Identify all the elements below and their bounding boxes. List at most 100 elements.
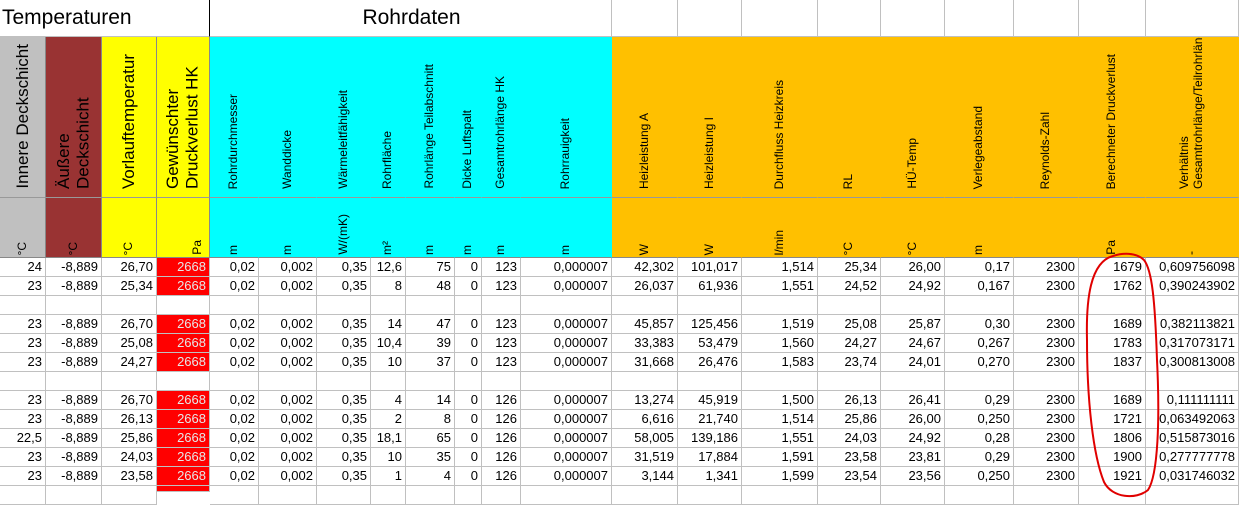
table-cell[interactable] — [317, 372, 371, 391]
table-cell[interactable]: 126 — [482, 448, 521, 467]
column-unit[interactable]: °C — [881, 198, 945, 258]
table-cell[interactable] — [482, 296, 521, 315]
column-header[interactable]: Reynolds-Zahl — [1014, 37, 1079, 198]
table-cell[interactable]: 0,35 — [317, 277, 371, 296]
table-cell[interactable]: 8 — [406, 410, 455, 429]
table-cell[interactable]: 0,111111111 — [1146, 391, 1239, 410]
table-cell[interactable]: 0,002 — [259, 277, 317, 296]
table-cell[interactable]: 0 — [455, 448, 482, 467]
table-cell[interactable]: 14 — [371, 315, 406, 334]
table-cell[interactable]: 2300 — [1014, 467, 1079, 486]
table-cell[interactable]: 10 — [371, 353, 406, 372]
table-cell[interactable]: 126 — [482, 467, 521, 486]
column-header[interactable]: Gewünschter Druckverlust HK — [157, 37, 210, 198]
table-cell[interactable]: 0,515873016 — [1146, 429, 1239, 448]
column-unit[interactable]: Pa — [157, 198, 210, 258]
table-cell[interactable] — [742, 486, 818, 505]
table-cell[interactable]: 23,81 — [881, 448, 945, 467]
table-cell[interactable]: 2300 — [1014, 429, 1079, 448]
table-cell[interactable]: 3,144 — [612, 467, 678, 486]
table-cell[interactable]: 0,02 — [210, 315, 259, 334]
table-cell[interactable] — [1146, 486, 1239, 505]
table-cell[interactable]: 4 — [371, 391, 406, 410]
table-cell[interactable]: 2668 — [157, 353, 210, 372]
table-cell[interactable]: 0,609756098 — [1146, 258, 1239, 277]
table-cell[interactable] — [46, 486, 102, 505]
table-cell[interactable]: 1,583 — [742, 353, 818, 372]
table-cell[interactable] — [371, 296, 406, 315]
column-unit[interactable]: W/(mK) — [317, 198, 371, 258]
table-cell[interactable]: 23 — [0, 391, 46, 410]
table-cell[interactable]: 139,186 — [678, 429, 742, 448]
table-cell[interactable]: 126 — [482, 391, 521, 410]
empty-title-cell[interactable] — [1079, 0, 1146, 37]
table-cell[interactable] — [881, 296, 945, 315]
table-cell[interactable]: 1837 — [1079, 353, 1146, 372]
table-cell[interactable]: 2668 — [157, 277, 210, 296]
table-cell[interactable]: 26,13 — [818, 391, 881, 410]
column-unit[interactable]: l/min — [742, 198, 818, 258]
table-cell[interactable]: -8,889 — [46, 429, 102, 448]
table-cell[interactable]: 0,02 — [210, 258, 259, 277]
table-cell[interactable]: 58,005 — [612, 429, 678, 448]
empty-title-cell[interactable] — [612, 0, 678, 37]
column-unit[interactable]: W — [678, 198, 742, 258]
table-cell[interactable]: 0 — [455, 467, 482, 486]
table-cell[interactable]: 1,551 — [742, 277, 818, 296]
table-cell[interactable]: 0,35 — [317, 353, 371, 372]
column-header[interactable]: RL — [818, 37, 881, 198]
table-cell[interactable]: 23 — [0, 334, 46, 353]
table-cell[interactable] — [1146, 372, 1239, 391]
table-cell[interactable]: 6,616 — [612, 410, 678, 429]
table-cell[interactable] — [259, 486, 317, 505]
table-cell[interactable]: 0,02 — [210, 429, 259, 448]
table-cell[interactable] — [742, 372, 818, 391]
table-cell[interactable]: 2668 — [157, 429, 210, 448]
table-cell[interactable]: 2300 — [1014, 334, 1079, 353]
table-cell[interactable] — [0, 372, 46, 391]
table-cell[interactable]: 0,300813008 — [1146, 353, 1239, 372]
column-header[interactable]: Verlegeabstand — [945, 37, 1014, 198]
table-cell[interactable]: 0 — [455, 334, 482, 353]
empty-title-cell[interactable] — [742, 0, 818, 37]
table-cell[interactable]: 0,35 — [317, 258, 371, 277]
table-cell[interactable]: 1900 — [1079, 448, 1146, 467]
table-cell[interactable]: 0 — [455, 391, 482, 410]
table-cell[interactable]: 0,35 — [317, 391, 371, 410]
table-cell[interactable] — [0, 296, 46, 315]
table-cell[interactable]: 25,86 — [102, 429, 157, 448]
table-cell[interactable] — [482, 372, 521, 391]
table-cell[interactable]: 0,002 — [259, 467, 317, 486]
table-cell[interactable]: 0 — [455, 315, 482, 334]
table-cell[interactable]: 31,519 — [612, 448, 678, 467]
table-cell[interactable]: 25,08 — [818, 315, 881, 334]
table-cell[interactable]: 2668 — [157, 467, 210, 486]
table-cell[interactable]: 21,740 — [678, 410, 742, 429]
table-cell[interactable]: 0,35 — [317, 315, 371, 334]
table-cell[interactable]: 39 — [406, 334, 455, 353]
table-cell[interactable]: 0,002 — [259, 353, 317, 372]
table-cell[interactable]: 0,167 — [945, 277, 1014, 296]
table-cell[interactable]: 23 — [0, 353, 46, 372]
empty-title-cell[interactable] — [818, 0, 881, 37]
table-cell[interactable]: 123 — [482, 334, 521, 353]
table-cell[interactable]: 25,34 — [818, 258, 881, 277]
table-cell[interactable] — [371, 372, 406, 391]
table-cell[interactable]: 0 — [455, 410, 482, 429]
column-header[interactable]: Innere Deckschicht — [0, 37, 46, 198]
column-header[interactable]: Rohrrauigkeit — [521, 37, 612, 198]
table-cell[interactable]: 126 — [482, 429, 521, 448]
table-cell[interactable]: 13,274 — [612, 391, 678, 410]
table-cell[interactable]: 2300 — [1014, 391, 1079, 410]
column-unit[interactable]: - — [1146, 198, 1239, 258]
table-cell[interactable]: 2300 — [1014, 315, 1079, 334]
table-cell[interactable]: 24,03 — [818, 429, 881, 448]
table-cell[interactable]: 37 — [406, 353, 455, 372]
table-cell[interactable]: 2300 — [1014, 448, 1079, 467]
empty-title-cell[interactable] — [1146, 0, 1239, 37]
column-header[interactable]: Äußere Deckschicht — [46, 37, 102, 198]
table-cell[interactable]: 126 — [482, 410, 521, 429]
column-unit[interactable]: °C — [0, 198, 46, 258]
table-cell[interactable]: -8,889 — [46, 448, 102, 467]
table-cell[interactable]: 0,250 — [945, 410, 1014, 429]
